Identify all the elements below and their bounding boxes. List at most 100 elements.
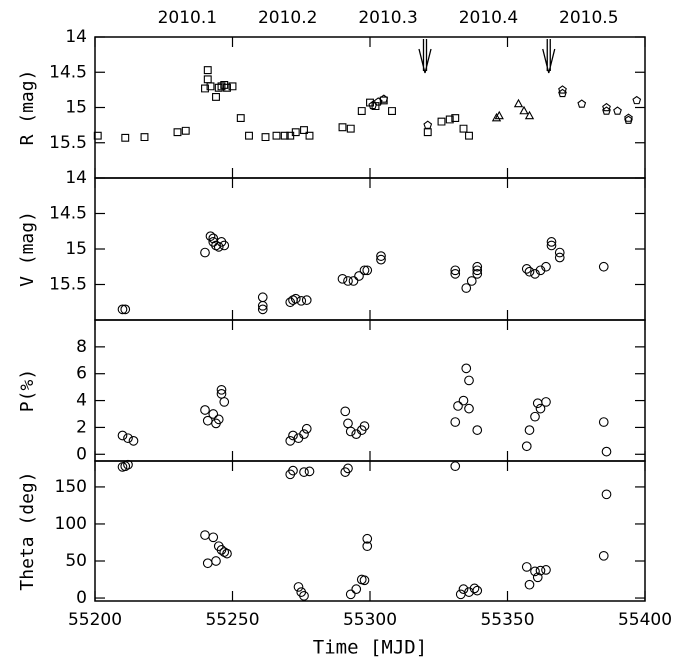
top-tick-label: 2010.3 [358, 8, 417, 28]
point [223, 83, 231, 92]
point [598, 417, 609, 427]
y-tick-label: 14 [65, 27, 87, 47]
point [261, 133, 270, 142]
point [541, 261, 551, 272]
point [464, 403, 474, 414]
point [293, 582, 304, 592]
point [450, 417, 461, 427]
y-tick-label: 14 [65, 168, 87, 188]
y-tick-label: 15 [65, 98, 87, 118]
point [203, 75, 212, 84]
point [554, 247, 565, 258]
top-tick-label: 2010.1 [158, 8, 217, 28]
point [601, 446, 612, 457]
point [290, 293, 301, 304]
point [357, 107, 366, 115]
y-axis-title: V (mag) [17, 211, 38, 287]
point [217, 82, 226, 91]
point [362, 541, 373, 552]
point [601, 489, 612, 500]
arrow [542, 39, 556, 74]
point [304, 466, 315, 477]
point [376, 254, 386, 265]
point [343, 276, 353, 286]
point [530, 411, 540, 422]
point [459, 124, 468, 133]
point [546, 240, 557, 251]
point [535, 265, 546, 276]
point [472, 425, 483, 435]
point [343, 463, 353, 474]
point [121, 133, 130, 142]
point [466, 276, 477, 286]
point [558, 85, 567, 94]
point [201, 84, 209, 93]
y-tick-label: 50 [65, 551, 87, 571]
point [602, 106, 611, 115]
point [300, 126, 308, 135]
point [359, 265, 370, 276]
point [513, 98, 524, 108]
point [338, 123, 347, 132]
point [296, 295, 307, 306]
point [423, 120, 433, 129]
point [423, 128, 432, 137]
point [245, 131, 253, 140]
top-tick-label: 2010.5 [559, 8, 618, 28]
point [464, 375, 474, 386]
point [535, 403, 546, 414]
point [219, 397, 230, 407]
y-tick-label: 150 [55, 477, 87, 497]
point [521, 264, 532, 274]
point [624, 113, 633, 122]
point [388, 107, 396, 115]
arrow [418, 39, 432, 74]
point [301, 295, 312, 305]
point [120, 461, 131, 472]
point [458, 584, 469, 594]
y-axis-title: R (mag) [17, 70, 38, 146]
point [286, 131, 295, 140]
point [465, 131, 473, 140]
point [379, 94, 389, 103]
point [208, 409, 219, 419]
point [285, 436, 296, 446]
point [521, 441, 532, 452]
point [491, 112, 502, 122]
point [219, 547, 230, 557]
point [200, 405, 210, 415]
point [351, 584, 362, 594]
point [128, 436, 139, 446]
point [461, 363, 472, 374]
x-tick-label: 55300 [343, 610, 397, 630]
point [288, 465, 298, 476]
point [214, 83, 223, 92]
point [532, 572, 543, 583]
point [366, 98, 374, 107]
point [299, 467, 309, 477]
point [472, 261, 483, 272]
point [469, 583, 480, 594]
point [437, 117, 446, 126]
point [371, 102, 380, 111]
point [554, 252, 565, 263]
point [212, 92, 220, 101]
point [216, 384, 227, 395]
x-tick-label: 55350 [480, 610, 534, 630]
point [362, 533, 373, 544]
point [200, 247, 210, 258]
point [236, 114, 245, 123]
point [598, 261, 609, 272]
x-tick-label: 55200 [68, 610, 122, 630]
panel-frame [94, 460, 646, 602]
y-tick-label: 15.5 [49, 275, 87, 295]
point [472, 585, 483, 596]
point [117, 304, 128, 315]
y-tick-label: 2 [76, 417, 87, 437]
point [205, 231, 216, 242]
point [299, 590, 309, 601]
point [451, 114, 460, 123]
y-tick-label: 100 [55, 514, 87, 534]
point [472, 269, 483, 279]
